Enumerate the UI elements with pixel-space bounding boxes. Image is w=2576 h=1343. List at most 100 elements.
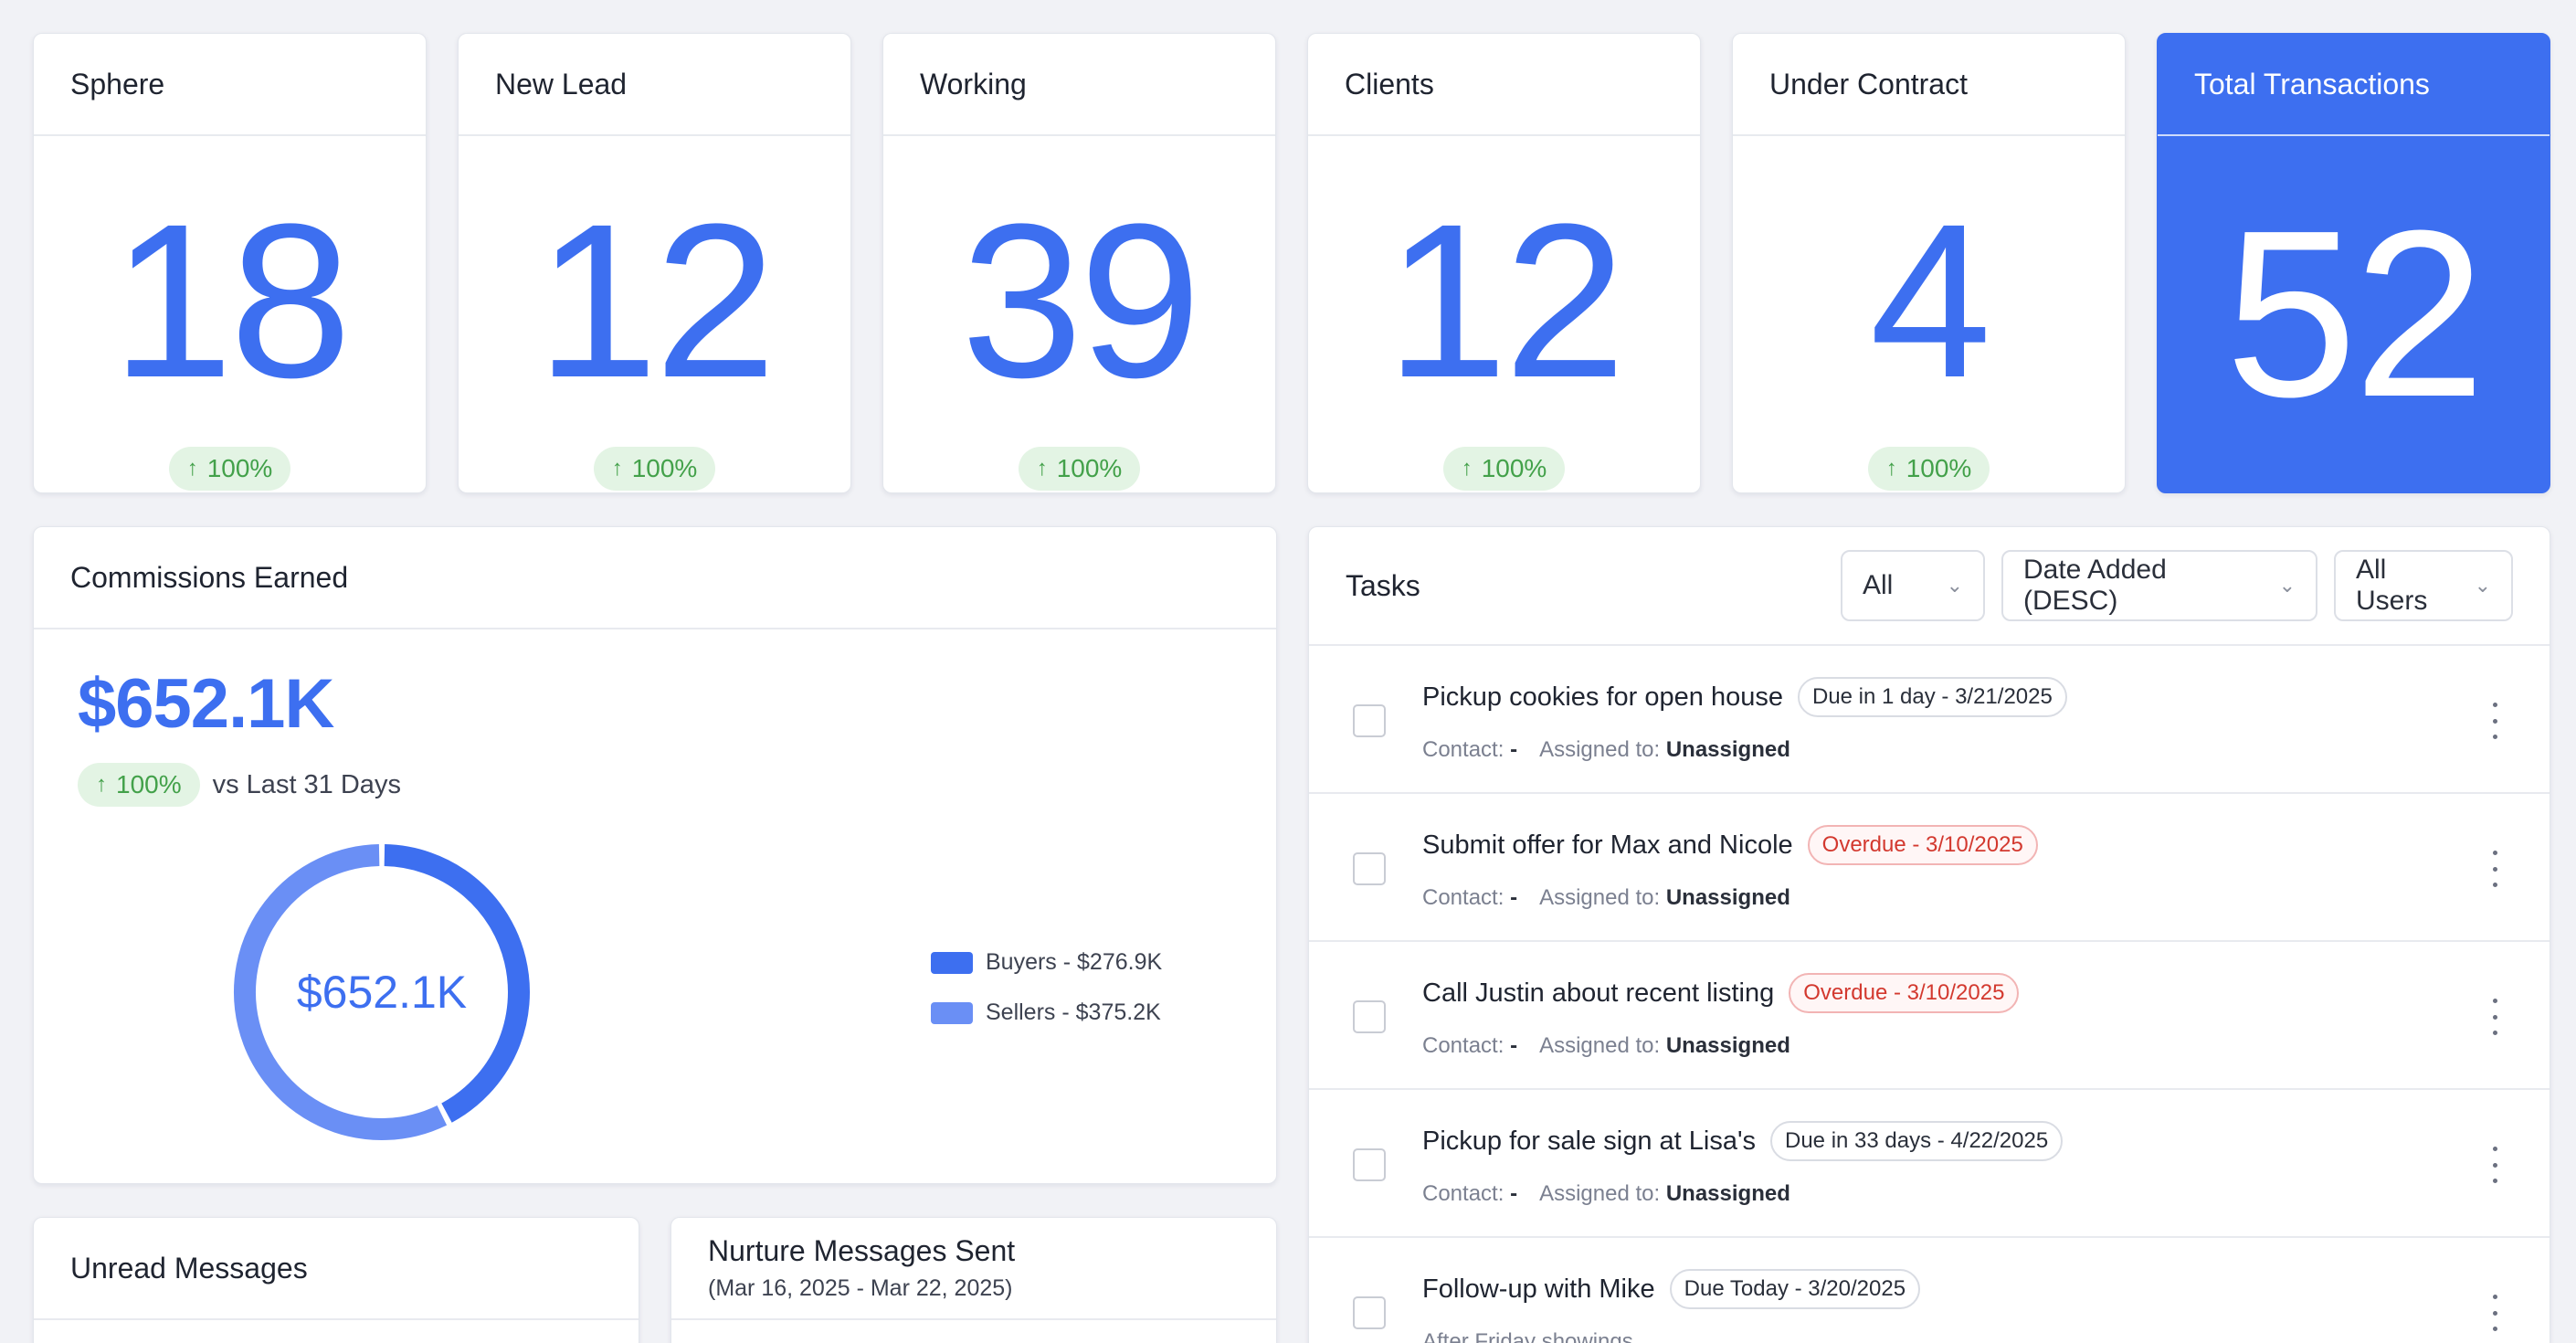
- panel-title: Commissions Earned: [34, 527, 1276, 629]
- task-checkbox[interactable]: [1353, 704, 1386, 737]
- task-row[interactable]: Call Justin about recent listing Overdue…: [1309, 942, 2550, 1090]
- select-value: All Users: [2356, 555, 2428, 616]
- legend-swatch: [931, 1001, 973, 1024]
- task-title: Pickup cookies for open house: [1422, 682, 1783, 712]
- assigned-value: Unassigned: [1665, 737, 1790, 762]
- stat-label: Sphere: [34, 34, 426, 136]
- legend-label: Sellers - $375.2K: [986, 999, 1161, 1025]
- more-vertical-icon[interactable]: [2491, 999, 2498, 1035]
- task-meta: Contact: - Assigned to: Unassigned: [1422, 885, 1790, 911]
- stat-label: New Lead: [459, 34, 850, 136]
- due-badge: Due in 1 day - 3/21/2025: [1797, 677, 2067, 717]
- change-value: 100%: [206, 454, 273, 482]
- commission-total: $652.1K: [78, 665, 334, 743]
- task-row[interactable]: Pickup cookies for open house Due in 1 d…: [1309, 646, 2550, 794]
- task-row[interactable]: Pickup for sale sign at Lisa's Due in 33…: [1309, 1090, 2550, 1238]
- commission-donut-chart: [234, 844, 530, 1140]
- change-badge: ↑ 100%: [593, 447, 716, 491]
- contact-label: Contact:: [1422, 1033, 1504, 1058]
- change-badge: ↑ 100%: [78, 763, 200, 807]
- date-range: (Mar 16, 2025 - Mar 22, 2025): [708, 1275, 1013, 1301]
- stat-card-sphere[interactable]: Sphere 18 ↑ 100%: [33, 33, 427, 493]
- chevron-down-icon: ⌄: [2278, 574, 2296, 597]
- contact-value: -: [1510, 1181, 1518, 1206]
- stat-cards: Sphere 18 ↑ 100% New Lead 12 ↑ 100% Work…: [33, 33, 2550, 493]
- legend-item-buyers: Buyers - $276.9K: [931, 949, 1162, 976]
- stat-value: 4: [1869, 178, 1991, 423]
- stat-value: 39: [961, 178, 1201, 423]
- stat-card-total-transactions[interactable]: Total Transactions 52: [2157, 33, 2550, 493]
- arrow-up-icon: ↑: [1036, 456, 1048, 481]
- contact-label: Contact:: [1422, 737, 1504, 762]
- more-vertical-icon[interactable]: [2491, 703, 2498, 739]
- select-value: Date Added (DESC): [2023, 555, 2167, 616]
- change-value: 100%: [116, 770, 182, 798]
- task-row[interactable]: Submit offer for Max and Nicole Overdue …: [1309, 794, 2550, 942]
- donut-segment-sellers: [234, 844, 448, 1140]
- chevron-down-icon: ⌄: [2474, 574, 2491, 597]
- change-value: 100%: [631, 454, 698, 482]
- nurture-messages-panel: Nurture Messages Sent (Mar 16, 2025 - Ma…: [670, 1217, 1277, 1343]
- task-note: After Friday showings: [1422, 1329, 1633, 1343]
- donut-center-value: $652.1K: [296, 967, 468, 1018]
- users-filter-select[interactable]: All Users ⌄: [2334, 550, 2513, 621]
- tasks-header: Tasks All ⌄ Date Added (DESC) ⌄ All User…: [1309, 527, 2550, 646]
- stat-value: 12: [536, 178, 776, 423]
- legend-swatch: [931, 951, 973, 974]
- task-checkbox[interactable]: [1353, 852, 1386, 885]
- task-meta: Contact: - Assigned to: Unassigned: [1422, 1033, 1790, 1059]
- change-badge: ↑ 100%: [1867, 447, 1990, 491]
- panel-title: Tasks: [1346, 568, 1420, 602]
- change-badge: ↑ 100%: [1018, 447, 1141, 491]
- more-vertical-icon[interactable]: [2491, 1295, 2498, 1331]
- panel-title: Nurture Messages Sent: [708, 1234, 1016, 1267]
- legend-label: Buyers - $276.9K: [986, 949, 1163, 975]
- change-badge: ↑ 100%: [1442, 447, 1566, 491]
- change-value: 100%: [1481, 454, 1547, 482]
- contact-value: -: [1510, 737, 1518, 762]
- assigned-label: Assigned to:: [1539, 737, 1661, 762]
- stat-card-under-contract[interactable]: Under Contract 4 ↑ 100%: [1732, 33, 2126, 493]
- more-vertical-icon[interactable]: [2491, 851, 2498, 887]
- task-title: Follow-up with Mike: [1422, 1274, 1655, 1304]
- arrow-up-icon: ↑: [611, 456, 623, 481]
- arrow-up-icon: ↑: [96, 772, 107, 797]
- compare-label: vs Last 31 Days: [212, 769, 401, 799]
- contact-label: Contact:: [1422, 1181, 1504, 1206]
- contact-value: -: [1510, 1033, 1518, 1058]
- stat-card-clients[interactable]: Clients 12 ↑ 100%: [1307, 33, 1701, 493]
- stat-label: Total Transactions: [2158, 34, 2550, 136]
- tasks-panel: Tasks All ⌄ Date Added (DESC) ⌄ All User…: [1308, 526, 2550, 1343]
- due-badge: Overdue - 3/10/2025: [1789, 973, 2020, 1013]
- assigned-value: Unassigned: [1665, 1181, 1790, 1206]
- task-title: Call Justin about recent listing: [1422, 978, 1775, 1008]
- due-badge: Due in 33 days - 4/22/2025: [1770, 1121, 2064, 1161]
- stat-label: Under Contract: [1733, 34, 2125, 136]
- stat-value: 12: [1386, 178, 1626, 423]
- unread-messages-panel: Unread Messages: [33, 1217, 639, 1343]
- contact-label: Contact:: [1422, 885, 1504, 910]
- assigned-label: Assigned to:: [1539, 1181, 1661, 1206]
- arrow-up-icon: ↑: [186, 456, 198, 481]
- stat-card-new-lead[interactable]: New Lead 12 ↑ 100%: [458, 33, 851, 493]
- more-vertical-icon[interactable]: [2491, 1147, 2498, 1183]
- chart-legend: Buyers - $276.9K Sellers - $375.2K: [931, 949, 1162, 1026]
- contact-value: -: [1510, 885, 1518, 910]
- panel-header: Nurture Messages Sent (Mar 16, 2025 - Ma…: [671, 1218, 1276, 1320]
- task-checkbox[interactable]: [1353, 1296, 1386, 1329]
- task-row[interactable]: Follow-up with Mike Due Today - 3/20/202…: [1309, 1238, 2550, 1343]
- stat-card-working[interactable]: Working 39 ↑ 100%: [882, 33, 1276, 493]
- assigned-label: Assigned to:: [1539, 1033, 1661, 1058]
- assigned-value: Unassigned: [1665, 1033, 1790, 1058]
- donut-segment-buyers: [384, 844, 530, 1123]
- task-checkbox[interactable]: [1353, 1000, 1386, 1033]
- arrow-up-icon: ↑: [1885, 456, 1897, 481]
- stat-value: 18: [111, 178, 352, 423]
- task-title: Pickup for sale sign at Lisa's: [1422, 1126, 1756, 1156]
- status-filter-select[interactable]: All ⌄: [1841, 550, 1985, 621]
- sort-select[interactable]: Date Added (DESC) ⌄: [2001, 550, 2317, 621]
- task-checkbox[interactable]: [1353, 1148, 1386, 1181]
- panel-title: Unread Messages: [34, 1218, 639, 1320]
- stat-value: 52: [2224, 182, 2486, 447]
